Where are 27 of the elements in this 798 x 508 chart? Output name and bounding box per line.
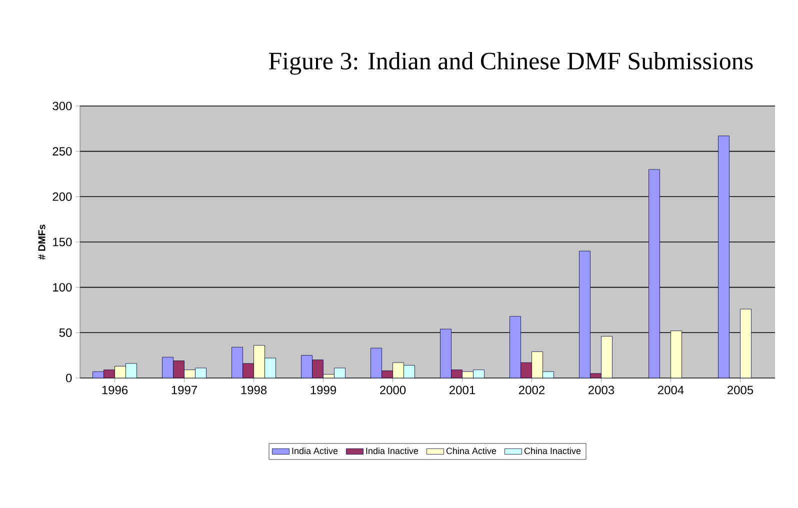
x-tick-label: 1998 xyxy=(241,386,267,394)
y-axis-title: # DMFs xyxy=(38,224,46,260)
y-tick-label: 200 xyxy=(52,192,72,201)
legend-label: China Active xyxy=(446,447,496,454)
y-tick-label: 50 xyxy=(59,328,72,337)
x-tick-label: 2004 xyxy=(658,386,684,394)
legend-label: India Active xyxy=(292,447,338,454)
bar xyxy=(648,169,660,378)
bar xyxy=(670,330,682,378)
y-tick-label: 100 xyxy=(53,283,72,292)
x-tick-label: 1997 xyxy=(172,386,197,394)
x-tick-label: 1996 xyxy=(102,386,128,394)
x-tick-label: 2002 xyxy=(519,386,544,394)
x-tick-label: 2003 xyxy=(588,386,614,394)
y-tick-label: 150 xyxy=(53,238,72,246)
y-tick-label: 300 xyxy=(52,102,72,110)
legend-label: India Inactive xyxy=(366,447,418,454)
x-tick-label: 2000 xyxy=(380,386,406,394)
x-tick-label: 1999 xyxy=(310,386,336,394)
y-tick-label: 250 xyxy=(52,147,72,156)
y-tick-label: 0 xyxy=(66,374,72,382)
x-tick-label: 2001 xyxy=(450,386,476,394)
bar xyxy=(718,136,730,378)
legend-label: China Inactive xyxy=(524,447,581,454)
chart-title: Figure 3: Indian and Chinese DMF Submissions xyxy=(268,52,753,75)
x-tick-label: 2005 xyxy=(728,386,754,394)
bar xyxy=(740,308,752,378)
